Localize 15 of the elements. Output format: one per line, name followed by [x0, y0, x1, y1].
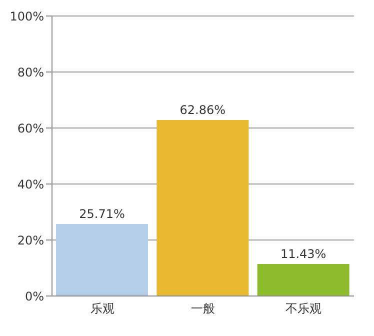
- data-label: 11.43%: [280, 246, 326, 261]
- x-tick-label: 一般: [191, 302, 215, 316]
- x-tick-label: 乐观: [90, 302, 114, 316]
- y-tick-label: 80%: [17, 65, 44, 80]
- y-tick-label: 20%: [17, 233, 44, 248]
- data-label: 25.71%: [79, 207, 125, 222]
- y-tick-label: 100%: [10, 9, 44, 24]
- data-label: 62.86%: [180, 102, 226, 117]
- bar: [56, 224, 148, 296]
- x-tick-label: 不乐观: [286, 302, 322, 316]
- y-tick-label: 0%: [24, 289, 44, 304]
- y-tick-label: 40%: [17, 177, 44, 192]
- bar: [257, 264, 350, 296]
- bar: [156, 120, 249, 296]
- y-tick-label: 60%: [17, 121, 44, 136]
